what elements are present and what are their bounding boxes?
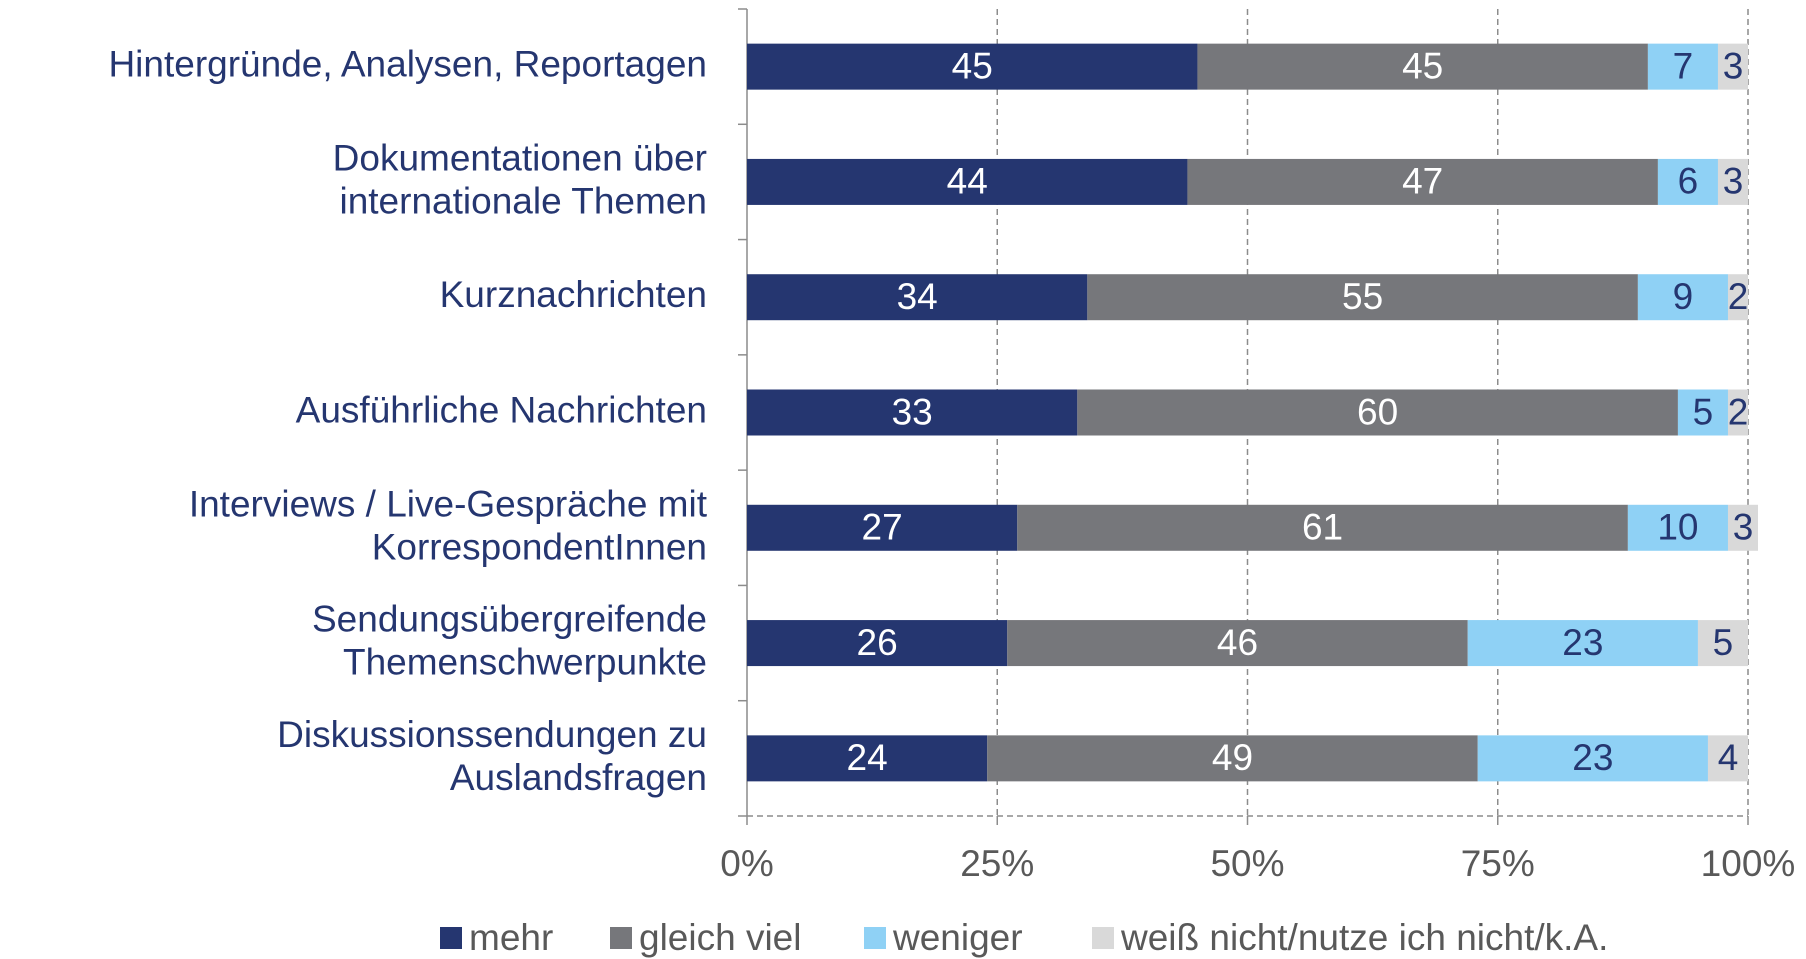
data-label: 45 bbox=[1402, 45, 1443, 86]
data-label: 44 bbox=[947, 161, 988, 202]
bar-segment bbox=[747, 504, 1018, 551]
legend-swatch bbox=[1092, 927, 1114, 949]
data-label: 3 bbox=[1733, 507, 1754, 548]
bar-segment bbox=[1187, 158, 1658, 205]
bar-segment bbox=[1727, 389, 1748, 436]
x-tick-label: 50% bbox=[1210, 843, 1284, 884]
bar-segment bbox=[1077, 389, 1678, 436]
category-label: Ausführliche Nachrichten bbox=[296, 389, 707, 430]
x-tick-label: 0% bbox=[720, 843, 773, 884]
legend-label: gleich viel bbox=[639, 917, 801, 958]
bar-segment bbox=[1627, 504, 1728, 551]
data-label: 24 bbox=[847, 737, 888, 778]
data-label: 34 bbox=[897, 276, 938, 317]
data-label: 3 bbox=[1723, 161, 1744, 202]
category-label: Kurznachrichten bbox=[440, 274, 707, 315]
bar-segment bbox=[1467, 620, 1698, 667]
legend-swatch bbox=[440, 927, 462, 949]
data-label: 10 bbox=[1657, 507, 1698, 548]
data-label: 45 bbox=[952, 45, 993, 86]
legend-label: weniger bbox=[892, 917, 1023, 958]
data-label: 5 bbox=[1693, 391, 1714, 432]
data-label: 4 bbox=[1718, 737, 1739, 778]
bar-segment bbox=[1017, 504, 1628, 551]
data-label: 27 bbox=[862, 507, 903, 548]
bar-segment bbox=[1637, 274, 1728, 321]
data-label: 23 bbox=[1572, 737, 1613, 778]
data-label: 33 bbox=[892, 391, 933, 432]
data-label: 46 bbox=[1217, 622, 1258, 663]
bar-segment bbox=[987, 735, 1478, 782]
data-label: 47 bbox=[1402, 161, 1443, 202]
data-label: 23 bbox=[1562, 622, 1603, 663]
bar-segment bbox=[1677, 389, 1728, 436]
data-label: 7 bbox=[1673, 45, 1694, 86]
legend-swatch bbox=[864, 927, 886, 949]
bar-segment bbox=[1007, 620, 1468, 667]
data-label: 5 bbox=[1713, 622, 1734, 663]
x-tick-label: 75% bbox=[1461, 843, 1535, 884]
bar-segment bbox=[747, 43, 1198, 90]
legend-label: weiß nicht/nutze ich nicht/k.A. bbox=[1120, 917, 1608, 958]
bar-segment bbox=[747, 389, 1078, 436]
data-label: 9 bbox=[1673, 276, 1694, 317]
bar-segment bbox=[1717, 158, 1748, 205]
bar-segment bbox=[1727, 504, 1759, 551]
category-label: Diskussionssendungen zu Auslandsfragen bbox=[277, 714, 707, 798]
bar-segment bbox=[747, 274, 1088, 321]
bar-segment bbox=[1727, 274, 1748, 321]
data-label: 60 bbox=[1357, 391, 1398, 432]
bar-segment bbox=[747, 735, 988, 782]
bar-segment bbox=[1707, 735, 1748, 782]
x-tick-label: 25% bbox=[960, 843, 1034, 884]
data-label: 26 bbox=[857, 622, 898, 663]
data-label: 49 bbox=[1212, 737, 1253, 778]
data-label: 3 bbox=[1723, 45, 1744, 86]
data-label: 61 bbox=[1302, 507, 1343, 548]
bar-segment bbox=[1657, 158, 1718, 205]
bar-segment bbox=[1697, 620, 1748, 667]
legend-swatch bbox=[610, 927, 632, 949]
x-tick-label: 100% bbox=[1701, 843, 1796, 884]
category-label: Dokumentationen über internationale Theme… bbox=[333, 137, 707, 221]
bar-segment bbox=[747, 620, 1008, 667]
category-label: Sendungsübergreifende Themenschwerpunkte bbox=[312, 598, 707, 682]
data-label: 55 bbox=[1342, 276, 1383, 317]
bar-segment bbox=[1087, 274, 1638, 321]
bar-segment bbox=[1647, 43, 1718, 90]
legend-label: mehr bbox=[469, 917, 553, 958]
bar-segment bbox=[1477, 735, 1708, 782]
bar-segment bbox=[1197, 43, 1648, 90]
bar-segment bbox=[1717, 43, 1748, 90]
data-label: 6 bbox=[1678, 161, 1699, 202]
data-label: 2 bbox=[1728, 276, 1749, 317]
bar-segment bbox=[747, 158, 1188, 205]
category-label: Interviews / Live-Gespräche mit Korrespon… bbox=[189, 483, 708, 567]
data-label: 2 bbox=[1728, 391, 1749, 432]
category-label: Hintergründe, Analysen, Reportagen bbox=[108, 43, 707, 84]
